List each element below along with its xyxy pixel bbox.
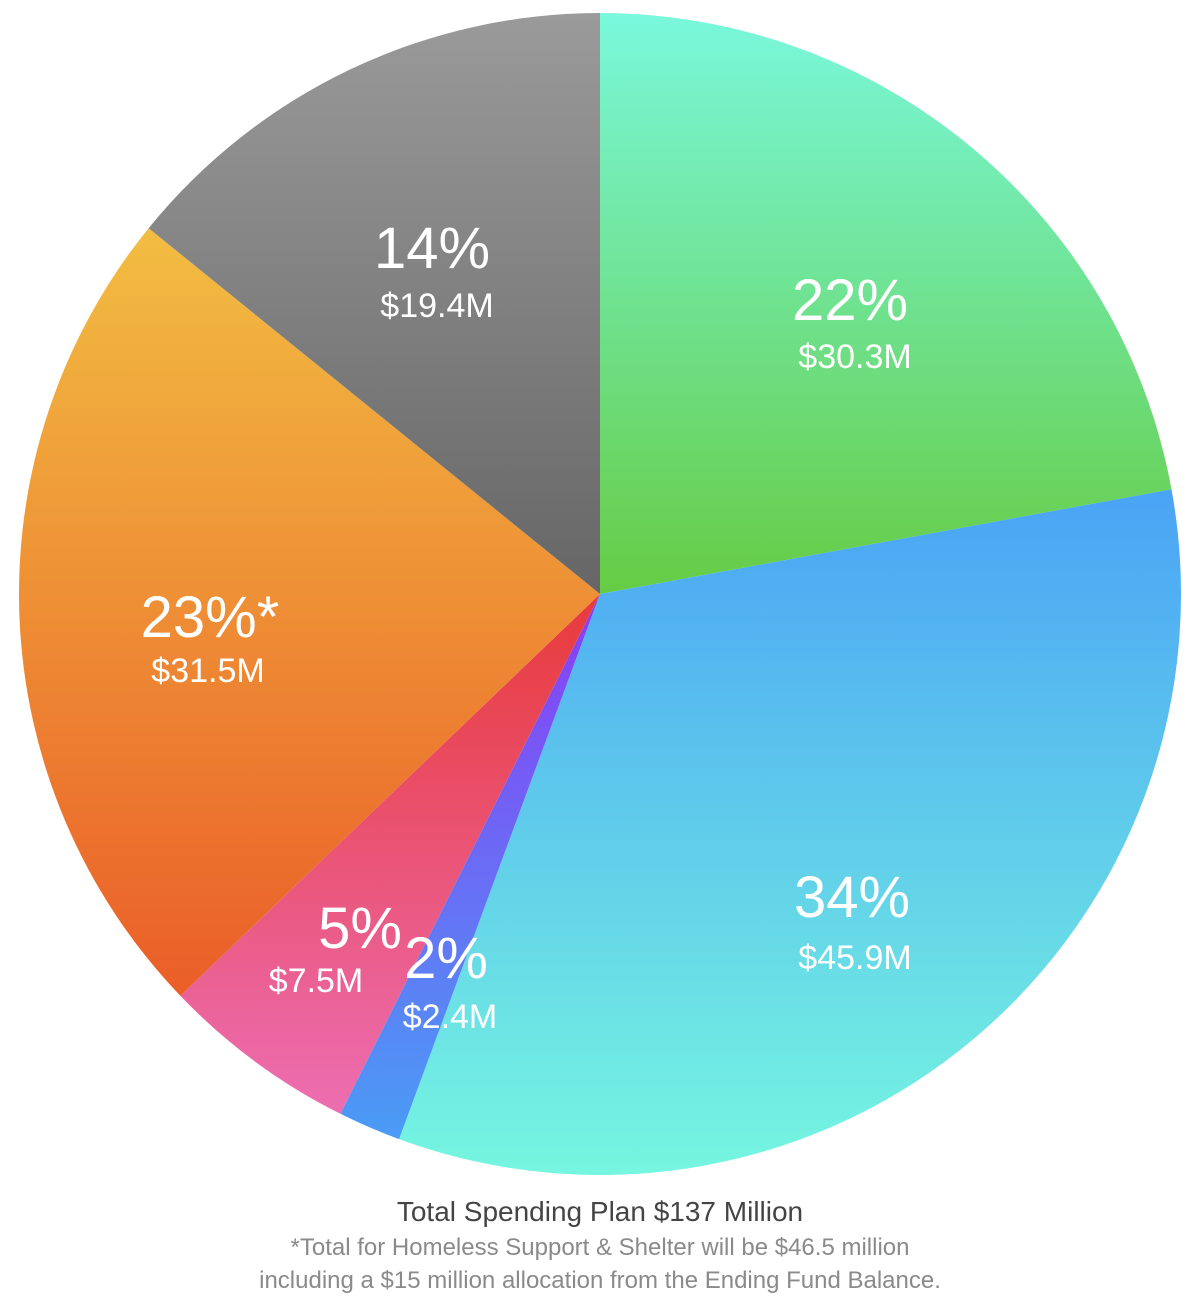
pie-slice [340, 594, 600, 1140]
slice-value-label: $19.4M [380, 287, 493, 325]
pie-slice [399, 489, 1181, 1175]
chart-title: Total Spending Plan $137 Million [396, 1196, 804, 1227]
slice-value-label: $2.4M [403, 998, 498, 1036]
pie-slice [18, 228, 600, 996]
slice-value-label: $7.5M [269, 962, 364, 1000]
pie-slice [148, 13, 600, 594]
slice-percent-label: 22% [792, 268, 908, 333]
slice-percent-label: 5% [318, 896, 402, 961]
slice-value-label: $30.3M [798, 338, 911, 376]
slice-percent-label: 2% [404, 926, 488, 991]
slice-value-label: $45.9M [798, 939, 911, 977]
pie-chart: 22% $30.3M 34% $45.9M 2% $2.4M5%$7.5M 23%*$31.… [18, 13, 1181, 1175]
slice-percent-label: 14% [374, 216, 490, 281]
slice-percent-label: 34% [794, 865, 910, 930]
slice-percent-label: 23%* [141, 585, 280, 650]
pie-slice [600, 13, 1172, 594]
slice-value-label: $31.5M [151, 652, 264, 690]
pie-slice [180, 594, 600, 1114]
chart-footnote-line-1: *Total for Homeless Support & Shelter wi… [290, 1234, 910, 1261]
chart-footnote-line-2: including a $15 million allocation from … [259, 1267, 941, 1294]
